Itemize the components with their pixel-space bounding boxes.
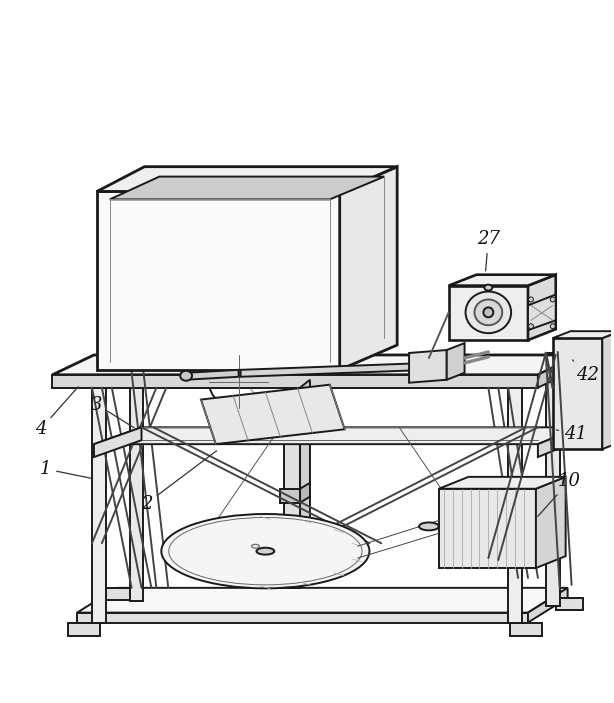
Polygon shape (52, 355, 580, 375)
Polygon shape (409, 350, 447, 382)
Ellipse shape (529, 324, 534, 329)
Polygon shape (94, 427, 141, 457)
Polygon shape (553, 331, 614, 338)
Polygon shape (546, 353, 560, 606)
Polygon shape (602, 331, 614, 449)
Text: 1: 1 (40, 460, 91, 478)
Text: 2: 2 (141, 451, 217, 512)
Ellipse shape (419, 522, 439, 530)
Polygon shape (536, 477, 565, 568)
Polygon shape (508, 370, 522, 623)
Text: 4: 4 (34, 387, 78, 438)
Polygon shape (528, 275, 556, 340)
Ellipse shape (161, 514, 370, 588)
Ellipse shape (483, 307, 493, 317)
Polygon shape (528, 295, 556, 330)
Ellipse shape (180, 370, 192, 381)
Text: 10: 10 (538, 472, 581, 517)
Polygon shape (340, 167, 397, 370)
Polygon shape (52, 375, 538, 387)
Polygon shape (94, 427, 580, 444)
Polygon shape (110, 176, 384, 200)
Polygon shape (439, 489, 536, 568)
Polygon shape (77, 588, 567, 612)
Polygon shape (300, 380, 310, 588)
Ellipse shape (484, 285, 492, 290)
Polygon shape (449, 275, 556, 285)
Polygon shape (538, 355, 580, 387)
Ellipse shape (465, 292, 511, 333)
Polygon shape (553, 338, 602, 449)
Polygon shape (284, 387, 300, 588)
Polygon shape (556, 598, 583, 610)
Polygon shape (92, 370, 106, 623)
Polygon shape (300, 483, 310, 503)
Polygon shape (280, 489, 300, 503)
Ellipse shape (550, 324, 555, 329)
Text: 41: 41 (556, 425, 587, 444)
Polygon shape (439, 477, 565, 489)
Text: 42: 42 (573, 360, 599, 384)
Polygon shape (100, 588, 131, 600)
Polygon shape (68, 623, 100, 636)
Polygon shape (538, 427, 580, 457)
Ellipse shape (257, 548, 274, 555)
Text: 3: 3 (91, 396, 134, 428)
Polygon shape (201, 385, 344, 444)
Ellipse shape (529, 297, 534, 302)
Polygon shape (130, 373, 144, 601)
Polygon shape (77, 612, 528, 623)
Polygon shape (447, 343, 465, 380)
Polygon shape (510, 623, 542, 636)
Polygon shape (449, 285, 528, 340)
Polygon shape (528, 588, 567, 623)
Ellipse shape (475, 299, 502, 325)
Text: 27: 27 (477, 230, 500, 271)
Ellipse shape (252, 544, 260, 548)
Polygon shape (186, 370, 239, 380)
Polygon shape (97, 167, 397, 191)
Ellipse shape (550, 297, 555, 302)
Polygon shape (97, 191, 340, 370)
Polygon shape (241, 363, 429, 377)
